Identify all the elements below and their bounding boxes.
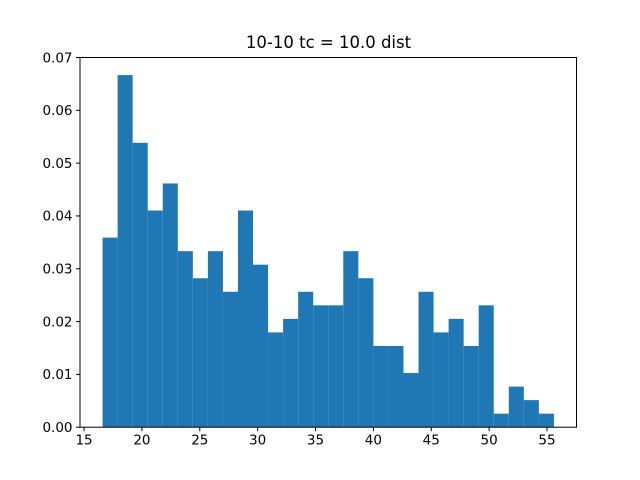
histogram-bar <box>328 305 344 428</box>
histogram-bar <box>192 278 208 428</box>
histogram-bar <box>207 251 223 428</box>
histogram-bar <box>283 318 299 428</box>
x-tick-label: 40 <box>365 433 382 449</box>
y-tick-label: 0.01 <box>42 367 72 383</box>
histogram-bar <box>508 386 524 428</box>
histogram-bar <box>463 345 479 428</box>
histogram-bar <box>162 183 178 428</box>
x-tick-label: 25 <box>191 433 208 449</box>
histogram-bar <box>343 251 359 428</box>
histogram-bar <box>102 237 118 428</box>
histogram-bar <box>523 400 539 428</box>
x-tick-label: 35 <box>307 433 324 449</box>
y-tick-label: 0.03 <box>42 262 72 278</box>
y-tick-label: 0.06 <box>42 103 72 119</box>
histogram-bar <box>388 345 404 428</box>
histogram-bar <box>478 305 494 428</box>
histogram-bar <box>132 142 148 428</box>
axes-frame <box>79 57 577 428</box>
y-tick-label: 0.05 <box>42 156 72 172</box>
histogram-bar <box>418 291 434 428</box>
histogram-bar <box>298 291 314 428</box>
x-tick-label: 55 <box>538 433 555 449</box>
y-tick-label: 0.04 <box>42 209 72 225</box>
histogram-bar <box>253 264 269 428</box>
x-tick-label: 30 <box>249 433 266 449</box>
histogram-bar <box>358 278 374 428</box>
chart-title: 10-10 tc = 10.0 dist <box>245 33 412 52</box>
y-tick-label: 0.02 <box>42 314 72 330</box>
histogram-bar <box>448 318 464 428</box>
x-tick-label: 45 <box>423 433 440 449</box>
histogram-bar <box>222 291 238 428</box>
x-tick-label: 15 <box>75 433 92 449</box>
histogram-bar <box>237 210 254 428</box>
x-tick-label: 20 <box>133 433 150 449</box>
histogram-bar <box>147 210 163 428</box>
histogram-bar <box>313 305 329 428</box>
histogram-bar <box>177 251 193 428</box>
histogram-bar <box>117 75 133 428</box>
y-tick-label: 0.07 <box>42 50 72 66</box>
histogram-bar <box>373 345 389 428</box>
histogram-bar <box>268 332 284 428</box>
histogram-bar <box>433 332 449 428</box>
histogram-bar <box>493 413 509 428</box>
y-tick-label: 0.00 <box>42 420 72 436</box>
histogram-bar <box>538 413 554 428</box>
histogram-bar <box>403 373 419 428</box>
x-tick-label: 50 <box>481 433 498 449</box>
